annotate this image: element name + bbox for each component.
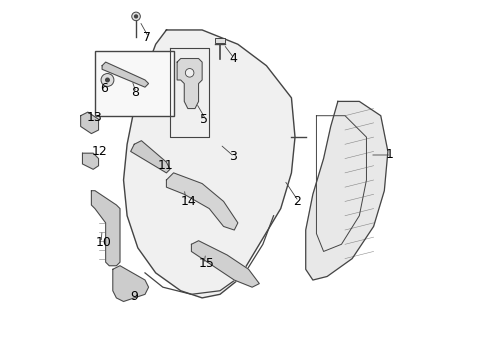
Text: 13: 13: [87, 111, 103, 124]
Polygon shape: [167, 173, 238, 230]
Polygon shape: [102, 62, 148, 87]
Text: 1: 1: [386, 148, 394, 162]
Text: 15: 15: [198, 257, 215, 270]
Text: 7: 7: [143, 31, 151, 44]
Polygon shape: [92, 191, 120, 266]
Circle shape: [132, 12, 140, 21]
Polygon shape: [82, 153, 98, 169]
Bar: [95, 51, 173, 116]
Circle shape: [185, 68, 194, 77]
Text: 8: 8: [131, 86, 139, 99]
Text: 11: 11: [157, 159, 173, 172]
Circle shape: [135, 15, 138, 18]
Polygon shape: [306, 102, 388, 280]
Text: 14: 14: [181, 195, 196, 208]
Circle shape: [106, 78, 109, 82]
Polygon shape: [113, 266, 148, 301]
Text: 4: 4: [229, 52, 237, 65]
Polygon shape: [177, 59, 202, 109]
Text: 3: 3: [229, 150, 237, 163]
Text: 5: 5: [200, 113, 208, 126]
Text: 6: 6: [100, 82, 108, 95]
Polygon shape: [131, 141, 170, 173]
Bar: [215, 38, 224, 43]
Circle shape: [101, 73, 114, 86]
Text: 9: 9: [131, 289, 139, 303]
Text: 10: 10: [96, 236, 112, 249]
Text: 2: 2: [293, 195, 301, 208]
Text: 12: 12: [92, 145, 108, 158]
Polygon shape: [192, 241, 259, 287]
Polygon shape: [81, 112, 98, 134]
Polygon shape: [123, 30, 295, 298]
